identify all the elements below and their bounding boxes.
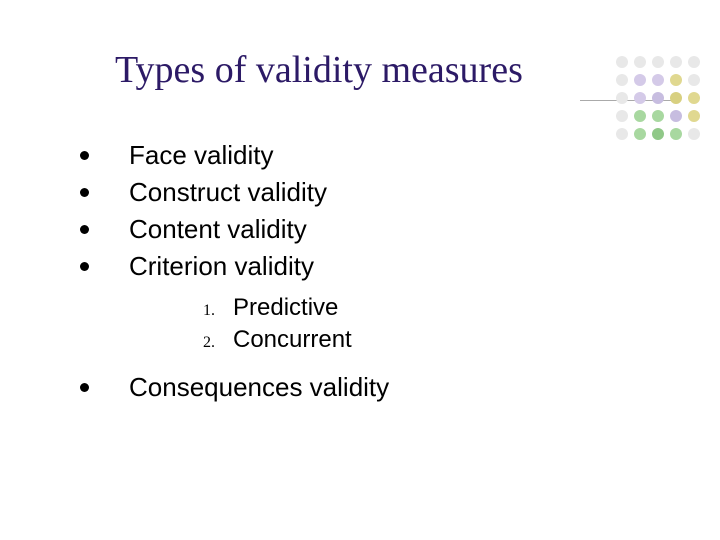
decoration-dot bbox=[670, 56, 682, 68]
decoration-dot bbox=[670, 92, 682, 104]
decoration-dot bbox=[634, 128, 646, 140]
list-item-label: Face validity bbox=[129, 140, 274, 171]
numbered-item-label: Predictive bbox=[233, 294, 338, 322]
list-item: Content validity bbox=[80, 214, 389, 245]
decoration-dot bbox=[652, 128, 664, 140]
bullet-icon bbox=[80, 383, 89, 392]
list-item: Face validity bbox=[80, 140, 389, 171]
decoration-dot bbox=[670, 74, 682, 86]
numbered-item-label: Concurrent bbox=[233, 326, 352, 354]
decoration-dot bbox=[652, 74, 664, 86]
decoration-dot bbox=[670, 110, 682, 122]
decoration-dot bbox=[616, 128, 628, 140]
decoration-dot bbox=[616, 74, 628, 86]
numbered-item: 2. Concurrent bbox=[175, 326, 389, 354]
decoration-dot bbox=[688, 128, 700, 140]
numbered-marker: 1. bbox=[175, 302, 215, 320]
page-title: Types of validity measures bbox=[115, 48, 523, 92]
decorative-dots bbox=[616, 56, 706, 146]
decoration-dot bbox=[688, 92, 700, 104]
list-item-label: Consequences validity bbox=[129, 372, 389, 403]
decoration-dot bbox=[652, 92, 664, 104]
decoration-dot bbox=[688, 56, 700, 68]
bullet-icon bbox=[80, 151, 89, 160]
bullet-icon bbox=[80, 262, 89, 271]
decoration-dot bbox=[634, 74, 646, 86]
content-area: Face validity Construct validity Content v… bbox=[80, 140, 389, 409]
list-item: Consequences validity bbox=[80, 372, 389, 403]
list-item-label: Construct validity bbox=[129, 177, 327, 208]
decoration-dot bbox=[616, 110, 628, 122]
decoration-dot bbox=[652, 56, 664, 68]
bullet-icon bbox=[80, 188, 89, 197]
decoration-dot bbox=[652, 110, 664, 122]
list-item-label: Content validity bbox=[129, 214, 307, 245]
decoration-dot bbox=[634, 92, 646, 104]
decoration-dot bbox=[634, 110, 646, 122]
numbered-item: 1. Predictive bbox=[175, 294, 389, 322]
list-item: Construct validity bbox=[80, 177, 389, 208]
decoration-dot bbox=[688, 110, 700, 122]
list-item: Criterion validity bbox=[80, 251, 389, 282]
decoration-dot bbox=[616, 92, 628, 104]
list-item-label: Criterion validity bbox=[129, 251, 314, 282]
bullet-icon bbox=[80, 225, 89, 234]
decoration-dot bbox=[616, 56, 628, 68]
decoration-dot bbox=[688, 74, 700, 86]
decoration-dot bbox=[670, 128, 682, 140]
decoration-dot bbox=[634, 56, 646, 68]
numbered-marker: 2. bbox=[175, 334, 215, 352]
